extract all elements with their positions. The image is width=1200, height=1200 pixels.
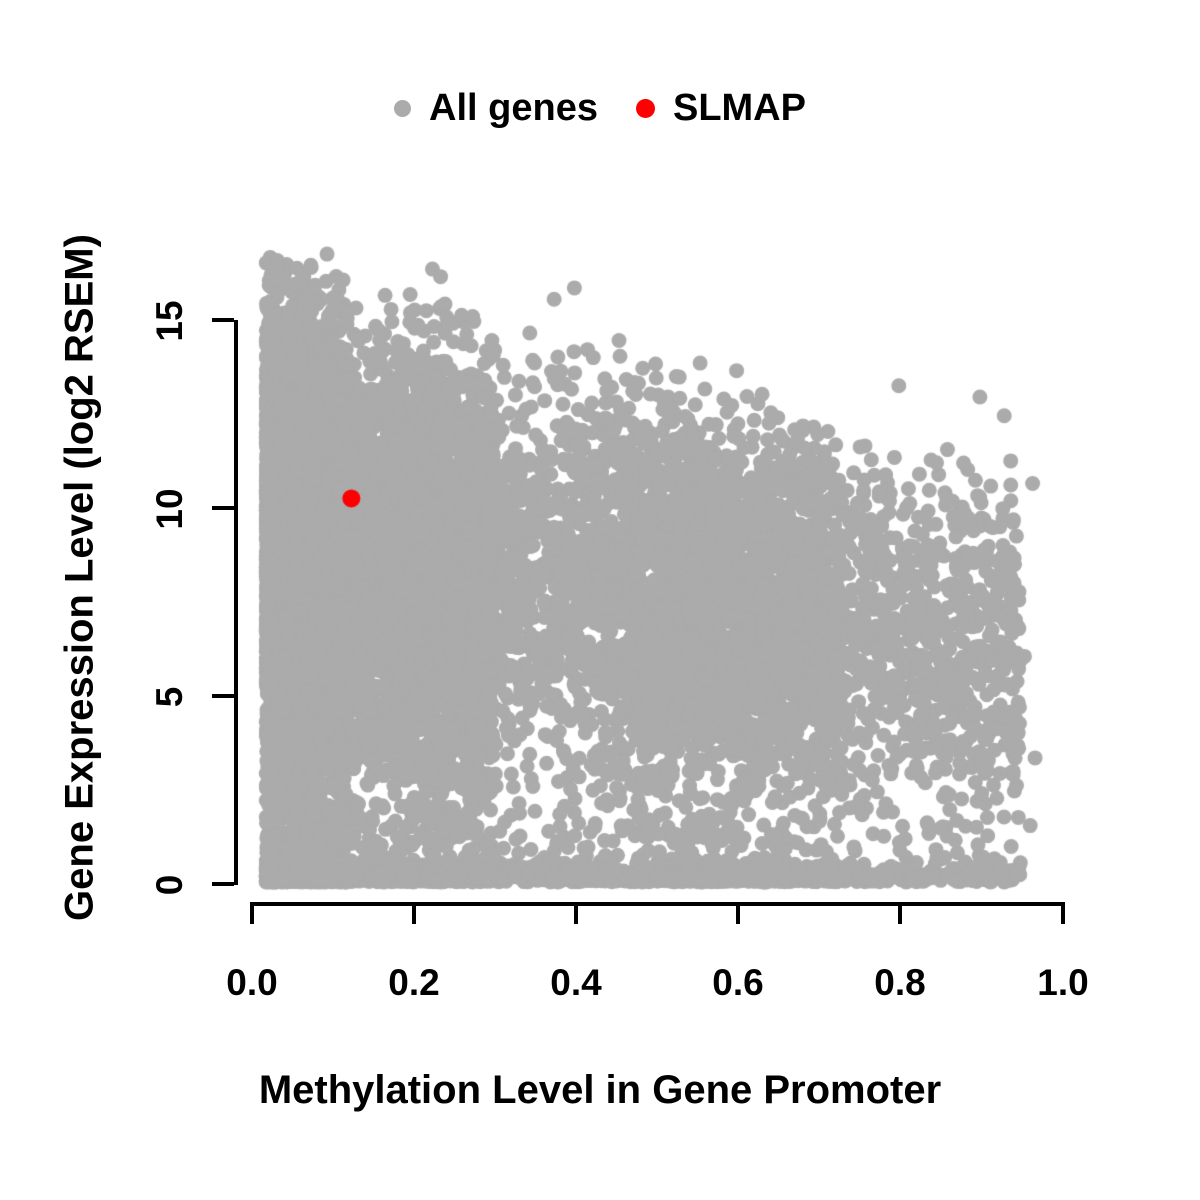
y-axis-tick-label-15: 15 — [149, 300, 190, 342]
y-axis-tick-0 — [212, 882, 234, 886]
plot-area — [234, 240, 1070, 902]
y-axis-tick-label-10: 10 — [149, 488, 190, 530]
x-axis-tick-label-1.0: 1.0 — [1037, 962, 1089, 1003]
x-axis-tick-label-0.2: 0.2 — [388, 962, 440, 1003]
circle-marker-icon — [635, 98, 655, 118]
scatter-points-canvas — [234, 240, 1070, 902]
y-axis-tick-15 — [212, 318, 234, 322]
x-axis-tick-1.0 — [1061, 902, 1065, 924]
x-axis-tick-0.4 — [574, 902, 578, 924]
x-axis-tick-label-0.6: 0.6 — [712, 962, 764, 1003]
circle-marker-icon — [394, 99, 412, 117]
x-axis-tick-label-0.0: 0.0 — [226, 962, 278, 1003]
x-axis-line — [250, 902, 1065, 906]
x-axis-tick-0.6 — [736, 902, 740, 924]
legend-entry-slmap[interactable]: SLMAP — [635, 86, 806, 130]
y-axis-line — [234, 320, 238, 885]
x-axis-tick-label-0.4: 0.4 — [550, 962, 602, 1003]
y-axis-tick-label-5: 5 — [149, 686, 190, 708]
y-axis-tick-10 — [212, 506, 234, 510]
legend-label-all-genes: All genes — [429, 86, 598, 129]
x-axis-title: Methylation Level in Gene Promoter — [258, 1068, 942, 1112]
y-axis-title: Gene Expression Level (log2 RSEM) — [57, 234, 102, 921]
x-axis-tick-label-0.8: 0.8 — [874, 962, 926, 1003]
y-axis-tick-5 — [212, 694, 234, 698]
legend-entry-all-genes[interactable]: All genes — [394, 87, 598, 130]
x-axis-tick-0.8 — [898, 902, 902, 924]
y-axis-tick-label-0: 0 — [149, 874, 190, 896]
chart-legend: All genes SLMAP — [0, 78, 1200, 138]
x-axis-tick-0.2 — [412, 902, 416, 924]
legend-label-slmap: SLMAP — [672, 86, 806, 129]
x-axis-tick-0.0 — [250, 902, 254, 924]
